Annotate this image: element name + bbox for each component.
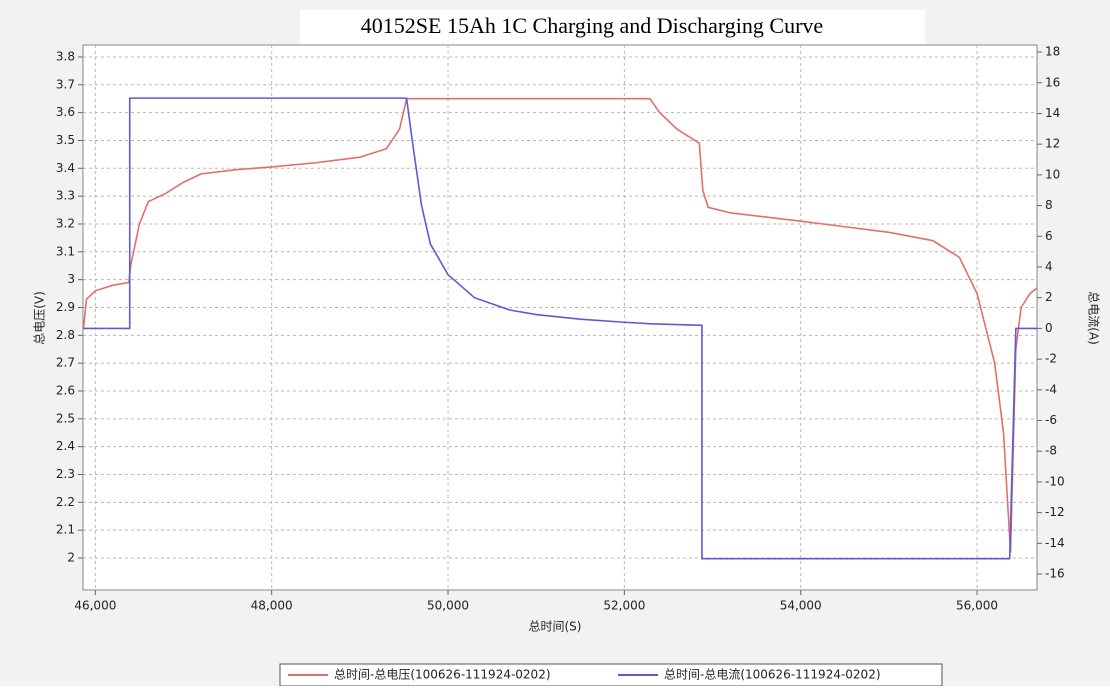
x-axis-label: 总时间(S): [529, 620, 582, 634]
y-tick-label: 2.9: [56, 300, 75, 314]
y-tick-label: 2.7: [56, 356, 75, 370]
title-box: [300, 10, 925, 44]
y-tick-label: 3.7: [56, 77, 75, 91]
y-tick-label: 2.8: [56, 328, 75, 342]
y2-tick-label: 18: [1045, 45, 1060, 59]
y-tick-label: 2.5: [56, 411, 75, 425]
y2-tick-label: 0: [1045, 321, 1053, 335]
y-tick-label: 3: [67, 272, 75, 286]
series-line: [82, 97, 1038, 553]
y2-tick-label: -14: [1045, 536, 1065, 550]
y-tick-label: 3.5: [56, 133, 75, 147]
y2-tick-label: -4: [1045, 382, 1057, 396]
y2-tick-label: -10: [1045, 474, 1065, 488]
y-tick-label: 3.4: [56, 161, 75, 175]
y2-tick-label: 14: [1045, 106, 1060, 120]
y2-axis-label: 总电流(A): [1087, 291, 1101, 345]
x-tick-label: 50,000: [427, 599, 469, 613]
y-tick-label: 2: [67, 550, 75, 564]
y2-tick-label: 16: [1045, 75, 1060, 89]
y2-tick-label: 6: [1045, 229, 1053, 243]
y2-tick-label: -6: [1045, 413, 1057, 427]
y2-tick-label: 12: [1045, 137, 1060, 151]
y2-tick-label: 8: [1045, 198, 1053, 212]
series-line: [83, 97, 1037, 560]
y-tick-label: 3.8: [56, 49, 75, 63]
x-tick-label: 52,000: [603, 599, 645, 613]
y2-tick-label: -8: [1045, 444, 1057, 458]
y-tick-label: 2.6: [56, 383, 75, 397]
y2-tick-label: 4: [1045, 259, 1053, 273]
y2-tick-label: 2: [1045, 290, 1053, 304]
y-tick-label: 3.1: [56, 244, 75, 258]
x-tick-label: 54,000: [780, 599, 822, 613]
y-tick-label: 3.2: [56, 216, 75, 230]
y-tick-label: 3.3: [56, 189, 75, 203]
y2-tick-label: -2: [1045, 352, 1057, 366]
y-tick-label: 2.1: [56, 523, 75, 537]
y2-tick-label: -12: [1045, 505, 1065, 519]
y-tick-label: 2.3: [56, 467, 75, 481]
y2-tick-label: -16: [1045, 567, 1065, 581]
y2-tick-label: 10: [1045, 167, 1060, 181]
x-tick-label: 48,000: [251, 599, 293, 613]
y-tick-label: 3.6: [56, 105, 75, 119]
chart-title: 40152SE 15Ah 1C Charging and Discharging…: [361, 13, 823, 38]
y-tick-label: 2.2: [56, 495, 75, 509]
x-tick-label: 56,000: [956, 599, 998, 613]
y-tick-label: 2.4: [56, 439, 75, 453]
legend-label: 总时间-总电压(100626-111924-0202): [334, 668, 551, 682]
legend-label: 总时间-总电流(100626-111924-0202): [664, 668, 881, 682]
x-tick-label: 46,000: [74, 599, 116, 613]
y-axis-label: 总电压(V): [33, 291, 47, 345]
